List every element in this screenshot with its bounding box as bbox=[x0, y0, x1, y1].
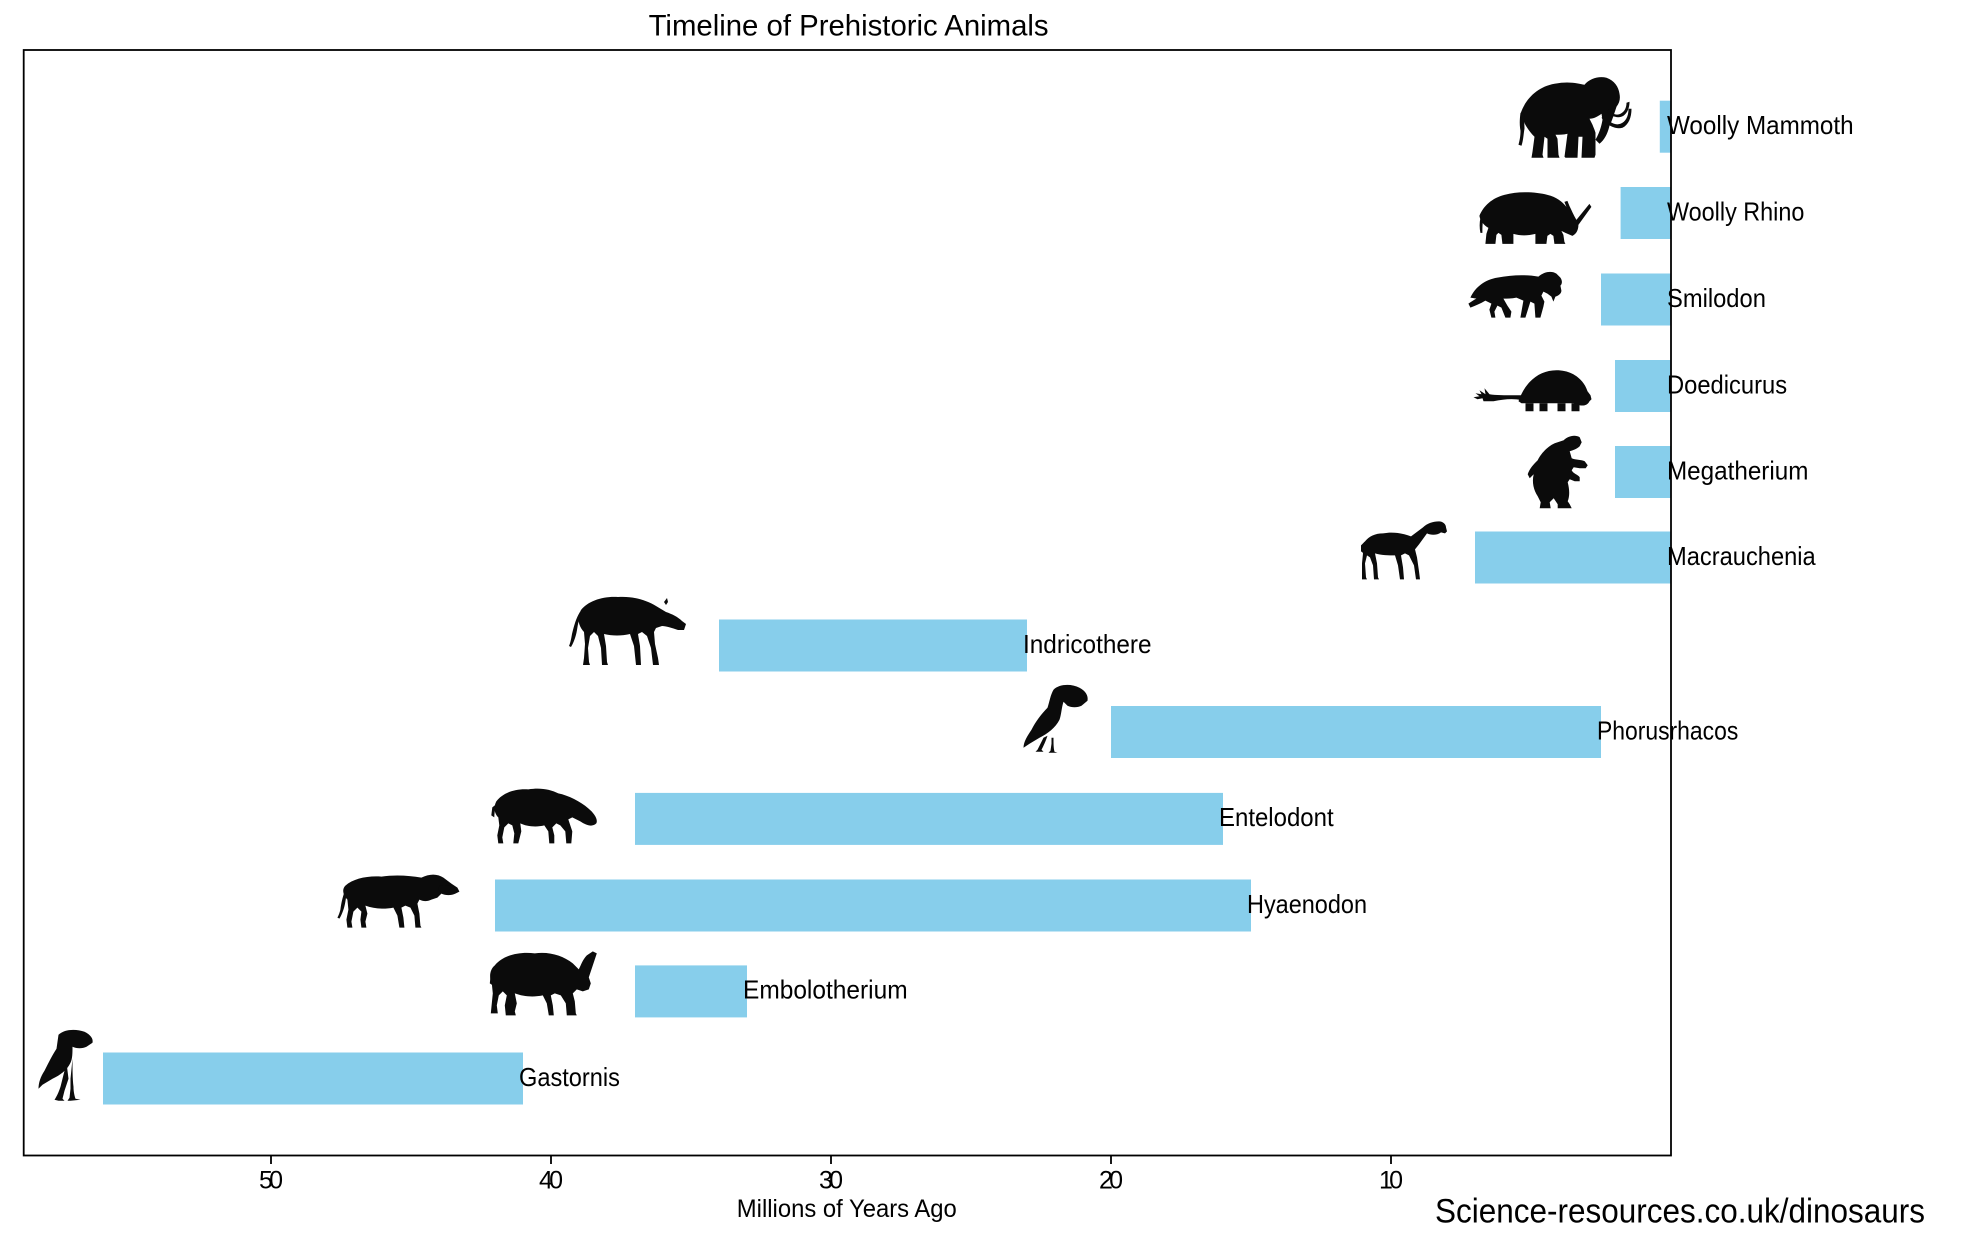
svg-text:Megatherium: Megatherium bbox=[1667, 455, 1808, 485]
svg-text:Entelodont: Entelodont bbox=[1219, 802, 1334, 832]
svg-text:10: 10 bbox=[1379, 1167, 1403, 1195]
svg-text:20: 20 bbox=[1099, 1167, 1123, 1195]
svg-text:Macrauchenia: Macrauchenia bbox=[1667, 541, 1816, 571]
svg-text:30: 30 bbox=[819, 1167, 843, 1195]
svg-text:Gastornis: Gastornis bbox=[519, 1062, 620, 1092]
svg-text:Embolotherium: Embolotherium bbox=[743, 975, 908, 1005]
svg-text:Woolly Mammoth: Woolly Mammoth bbox=[1667, 110, 1854, 140]
svg-text:Hyaenodon: Hyaenodon bbox=[1247, 889, 1367, 919]
svg-text:50: 50 bbox=[259, 1167, 283, 1195]
svg-text:Timeline of Prehistoric Animal: Timeline of Prehistoric Animals bbox=[649, 10, 1049, 43]
svg-text:Smilodon: Smilodon bbox=[1667, 283, 1766, 313]
svg-text:Indricothere: Indricothere bbox=[1023, 629, 1152, 659]
svg-text:Science-resources.co.uk/dinosa: Science-resources.co.uk/dinosaurs bbox=[1435, 1192, 1925, 1230]
svg-text:Woolly Rhino: Woolly Rhino bbox=[1667, 196, 1804, 226]
svg-text:Doedicurus: Doedicurus bbox=[1667, 369, 1787, 399]
svg-text:Millions of Years Ago: Millions of Years Ago bbox=[737, 1195, 957, 1223]
svg-text:Phorusrhacos: Phorusrhacos bbox=[1597, 715, 1738, 745]
svg-text:40: 40 bbox=[539, 1167, 563, 1195]
